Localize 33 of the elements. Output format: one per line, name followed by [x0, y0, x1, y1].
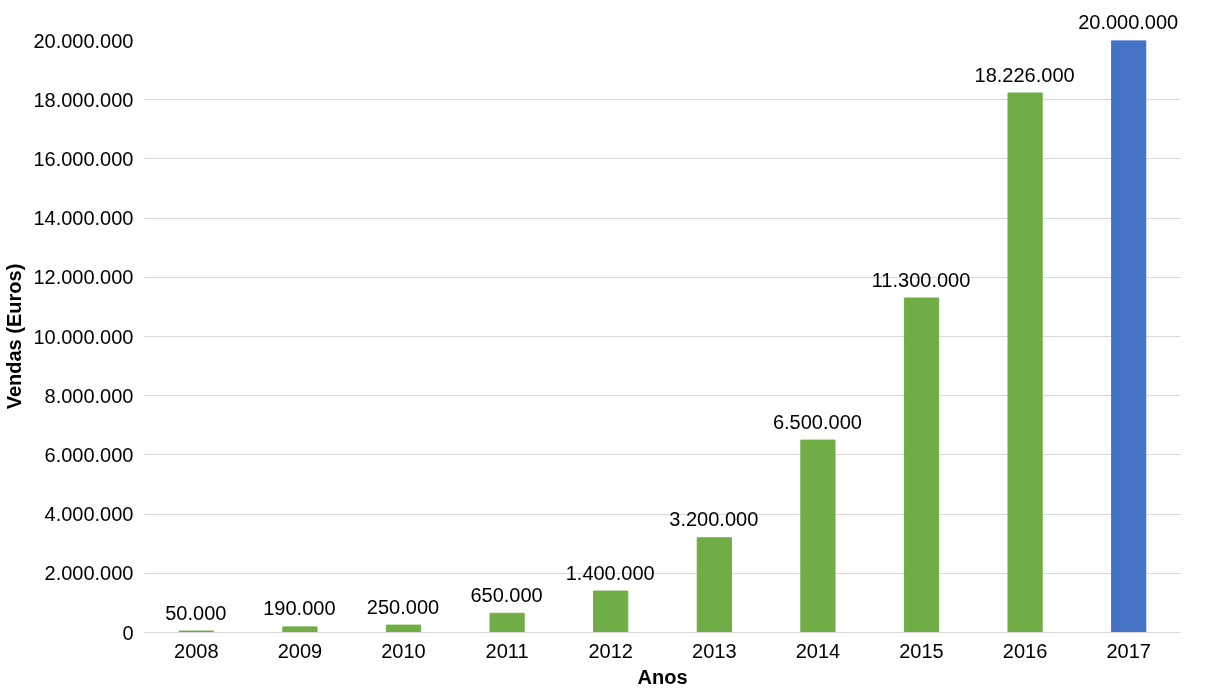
data-label: 1.400.000 — [565, 561, 655, 585]
x-tick-label: 2017 — [1106, 639, 1151, 662]
x-tick-label: 2008 — [174, 639, 219, 662]
data-label: 250.000 — [366, 595, 440, 619]
x-axis-title: Anos — [637, 665, 688, 688]
y-tick-label: 4.000.000 — [44, 503, 134, 526]
y-tick-label: 12.000.000 — [33, 266, 134, 289]
data-label: 3.200.000 — [669, 508, 759, 532]
y-tick-label: 10.000.000 — [33, 325, 134, 348]
data-label: 50.000 — [165, 601, 227, 625]
data-label: 20.000.000 — [1078, 11, 1179, 34]
data-label: 6.500.000 — [772, 410, 862, 434]
data-label: 650.000 — [470, 583, 543, 607]
x-tick-label: 2012 — [588, 639, 633, 662]
x-tick-label: 2014 — [795, 639, 841, 662]
x-tick-label: 2016 — [1002, 639, 1048, 662]
x-tick-label: 2009 — [277, 639, 323, 662]
y-tick-label: 20.000.000 — [33, 29, 134, 52]
y-tick-label: 16.000.000 — [33, 147, 134, 170]
x-tick-label: 2010 — [381, 639, 426, 662]
y-tick-label: 8.000.000 — [44, 384, 134, 407]
x-tick-label: 2011 — [485, 639, 529, 662]
y-axis-title: Vendas (Euros) — [3, 263, 26, 410]
data-label: 11.300.000 — [871, 268, 971, 292]
y-tick-label: 0 — [122, 621, 134, 644]
data-label: 190.000 — [263, 597, 336, 621]
y-tick-label: 14.000.000 — [33, 207, 134, 230]
y-tick-label: 6.000.000 — [44, 443, 134, 466]
x-tick-label: 2013 — [692, 639, 737, 662]
y-tick-label: 2.000.000 — [44, 562, 134, 585]
data-label: 18.226.000 — [974, 63, 1075, 87]
x-tick-label: 2015 — [899, 639, 944, 662]
y-tick-label: 18.000.000 — [33, 88, 134, 111]
